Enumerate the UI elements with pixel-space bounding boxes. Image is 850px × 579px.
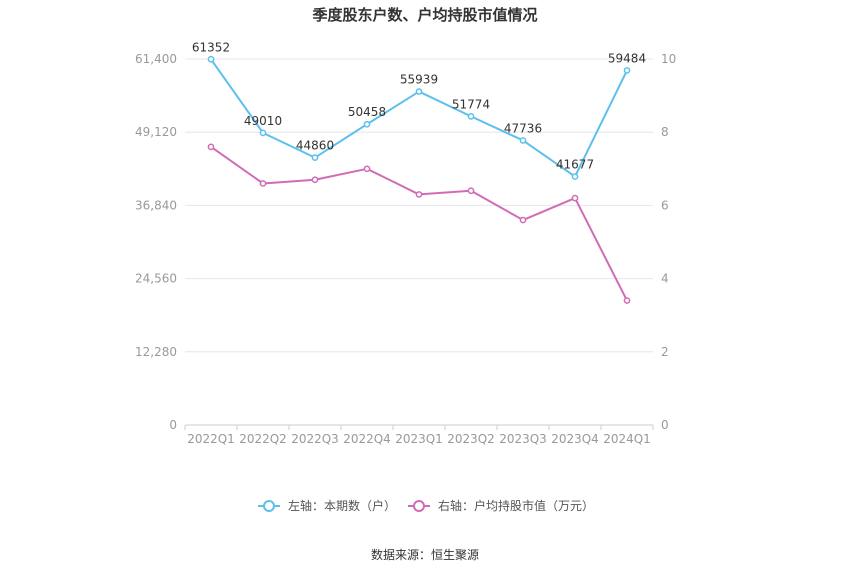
x-axis: 2022Q1 2022Q2 2022Q3 2022Q4 2023Q1 2023Q2 2023… [184, 424, 654, 446]
left-axis-tick-label: 49,120 [135, 125, 177, 139]
data-point [571, 173, 579, 180]
data-point [519, 216, 527, 224]
data-point [467, 113, 475, 120]
data-label: 61352 [192, 40, 230, 54]
x-axis-tick-label: 2023Q2 [447, 432, 495, 446]
legend-label: 右轴：户均持股市值（万元） [438, 498, 594, 513]
data-label: 50458 [348, 105, 386, 119]
data-label: 55939 [400, 73, 438, 87]
left-axis: 0 12,280 24,560 36,840 49,120 61,400 [135, 52, 177, 432]
data-point [467, 187, 475, 195]
data-point [363, 120, 371, 128]
data-point [623, 297, 631, 304]
x-axis-tick-label: 2023Q4 [551, 432, 599, 446]
source-note: 数据来源：恒生聚源 [371, 547, 479, 562]
left-axis-tick-label: 36,840 [135, 198, 177, 212]
left-axis-tick-label: 0 [169, 418, 177, 432]
data-label: 59484 [608, 51, 646, 65]
data-point [207, 55, 215, 63]
left-axis-tick-label: 61,400 [135, 52, 177, 66]
left-axis-tick-label: 24,560 [135, 272, 177, 286]
x-axis-tick-label: 2024Q1 [603, 432, 651, 446]
series-layer [207, 55, 631, 304]
legend-label: 左轴：本期数（户） [288, 498, 396, 513]
data-point [259, 129, 267, 137]
data-point [311, 176, 319, 184]
right-axis-tick-label: 4 [661, 272, 669, 286]
right-axis-tick-label: 6 [661, 198, 669, 212]
x-axis-tick-label: 2022Q1 [187, 432, 235, 446]
data-label: 49010 [244, 114, 282, 128]
right-axis-tick-label: 10 [661, 52, 676, 66]
legend-marker-icon [413, 500, 425, 512]
data-point [415, 88, 423, 95]
data-point [259, 180, 267, 187]
legend-marker-icon [263, 500, 275, 512]
right-axis: 0 2 4 6 8 10 [661, 52, 676, 432]
chart-title: 季度股东户数、户均持股市值情况 [312, 6, 537, 24]
x-axis-tick-label: 2022Q3 [291, 432, 339, 446]
x-axis-tick-label: 2023Q1 [395, 432, 443, 446]
left-axis-tick-label: 12,280 [135, 345, 177, 359]
data-point [415, 191, 423, 198]
data-label: 41677 [556, 158, 594, 172]
data-point [519, 137, 527, 144]
data-label: 44860 [296, 139, 334, 153]
legend[interactable]: 左轴：本期数（户） 右轴：户均持股市值（万元） [258, 498, 594, 513]
data-point [311, 154, 319, 161]
data-label: 47736 [504, 121, 542, 135]
x-axis-tick-label: 2022Q4 [343, 432, 391, 446]
data-point [207, 143, 215, 151]
grid-lines [185, 58, 653, 353]
x-axis-tick-label: 2023Q3 [499, 432, 547, 446]
data-point [623, 67, 631, 74]
right-axis-tick-label: 8 [661, 125, 669, 139]
x-axis-tick-label: 2022Q2 [239, 432, 287, 446]
right-axis-tick-label: 0 [661, 418, 669, 432]
data-label: 51774 [452, 97, 490, 111]
data-point [363, 165, 371, 173]
data-labels: 61352 49010 44860 50458 55939 51774 47736 41677… [192, 40, 646, 171]
right-axis-tick-label: 2 [661, 345, 669, 359]
data-point [571, 194, 579, 202]
